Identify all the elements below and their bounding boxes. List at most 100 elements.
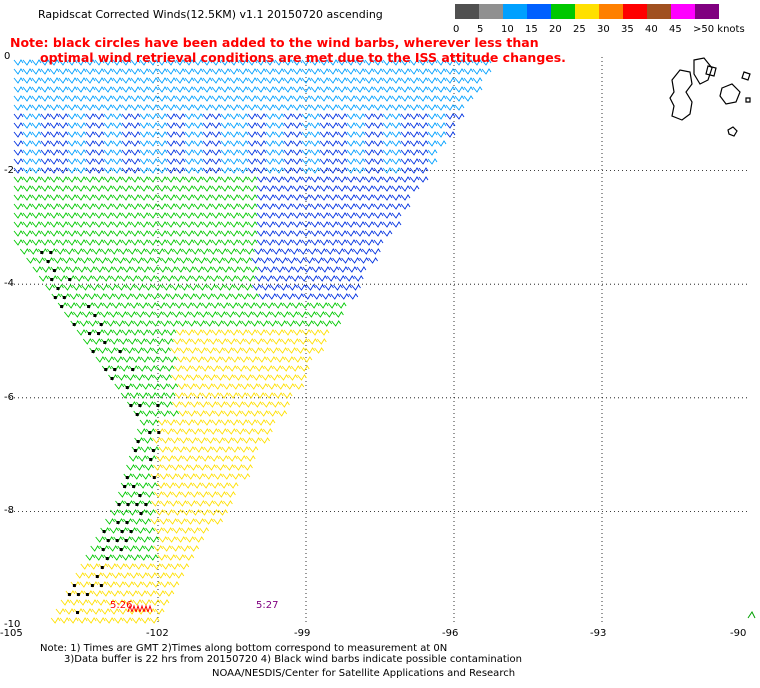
contamination-marker [76, 611, 79, 614]
lon-tick-label: -96 [442, 628, 459, 639]
contamination-marker [123, 485, 127, 488]
contamination-marker [105, 557, 109, 560]
contamination-marker [120, 530, 124, 533]
legend-swatch [575, 4, 599, 19]
contamination-marker [126, 503, 130, 506]
legend-swatch [671, 4, 695, 19]
contamination-marker [50, 278, 54, 281]
contamination-marker [88, 332, 91, 335]
contamination-marker [95, 575, 99, 578]
contamination-marker [113, 368, 117, 371]
contamination-marker [102, 530, 106, 533]
contamination-marker [103, 341, 107, 344]
contamination-marker [62, 296, 66, 299]
lat-tick-label: -6 [4, 391, 14, 403]
legend-label: 15 [525, 24, 538, 35]
contamination-marker [139, 512, 143, 515]
lat-tick-label: 0 [4, 51, 11, 62]
legend-label: 10 [501, 24, 514, 35]
contamination-marker [100, 566, 104, 569]
contamination-marker [119, 548, 123, 551]
contamination-marker [49, 251, 53, 254]
contamination-marker [138, 494, 142, 497]
contamination-marker [53, 296, 57, 299]
legend-label: 25 [573, 24, 586, 35]
lat-tick-label: -8 [4, 505, 14, 517]
contamination-marker [104, 368, 108, 371]
legend-swatch [647, 4, 671, 19]
footer-note-line-2: 3)Data buffer is 22 hrs from 20150720 4)… [64, 654, 522, 665]
contamination-marker [124, 539, 128, 542]
lat-tick-label: -10 [4, 619, 21, 630]
contamination-marker [115, 539, 119, 542]
legend-label: >50 knots [693, 24, 745, 35]
attitude-note-line-2: optimal wind retrieval conditions are me… [40, 50, 566, 65]
contamination-circles [40, 251, 161, 614]
contamination-marker [148, 431, 152, 434]
legend-label: 20 [549, 24, 562, 35]
lon-tick-label: -93 [590, 628, 607, 639]
legend-label: 35 [621, 24, 634, 35]
contamination-marker [149, 458, 153, 461]
wind-barbs [13, 59, 756, 624]
contamination-marker [68, 278, 72, 281]
contamination-marker [125, 476, 129, 479]
contamination-marker [157, 431, 161, 434]
contamination-marker [129, 404, 133, 407]
legend-swatch [503, 4, 527, 19]
contamination-marker [125, 521, 129, 524]
contamination-marker [132, 485, 136, 488]
contamination-marker [133, 449, 137, 452]
lat-tick-label: -4 [4, 278, 14, 290]
legend-swatch [599, 4, 623, 19]
contamination-marker [40, 251, 44, 254]
contamination-marker [151, 449, 155, 452]
contamination-marker [152, 476, 156, 479]
swath-time-label: 5:26 [110, 600, 133, 611]
legend-label: 0 [453, 24, 460, 35]
contamination-marker [46, 260, 50, 263]
contamination-marker [87, 305, 91, 308]
contamination-marker [91, 350, 95, 353]
contamination-marker [135, 413, 139, 416]
contamination-marker [97, 332, 100, 335]
legend-label: 45 [669, 24, 682, 35]
legend-swatch [455, 4, 479, 19]
contamination-marker [67, 593, 71, 596]
legend-label: 30 [597, 24, 610, 35]
legend-swatch [695, 4, 719, 19]
footer-credit: NOAA/NESDIS/Center for Satellite Applica… [212, 668, 516, 679]
legend-label: 40 [645, 24, 658, 35]
lon-tick-label: -90 [730, 628, 747, 639]
legend-swatch [623, 4, 647, 19]
contamination-marker [131, 368, 135, 371]
contamination-marker [144, 503, 148, 506]
contamination-marker [125, 386, 129, 389]
legend-swatch [551, 4, 575, 19]
lat-lon-grid [10, 57, 750, 625]
lon-tick-label: -102 [146, 628, 169, 639]
lat-tick-label: -2 [4, 164, 14, 176]
legend-label: 5 [477, 24, 484, 35]
contamination-marker [135, 503, 139, 506]
contamination-marker [85, 593, 89, 596]
contamination-marker [110, 377, 114, 380]
contamination-marker [72, 323, 76, 326]
galapagos-coastline [669, 57, 751, 137]
contamination-marker [129, 530, 133, 533]
contamination-marker [118, 350, 122, 353]
lon-tick-label: -99 [294, 628, 311, 639]
contamination-marker [72, 584, 76, 587]
contamination-marker [116, 521, 120, 524]
contamination-marker [106, 539, 110, 542]
contamination-marker [60, 305, 64, 308]
contamination-marker [90, 584, 94, 587]
swath-time-label: 5:27 [256, 600, 279, 611]
contamination-marker [76, 593, 80, 596]
legend-swatch [479, 4, 503, 19]
map-title: Rapidscat Corrected Winds(12.5KM) v1.1 2… [38, 8, 383, 21]
contamination-marker [52, 269, 56, 272]
contamination-marker [136, 440, 140, 443]
attitude-note-line-1: Note: black circles have been added to t… [10, 35, 539, 50]
